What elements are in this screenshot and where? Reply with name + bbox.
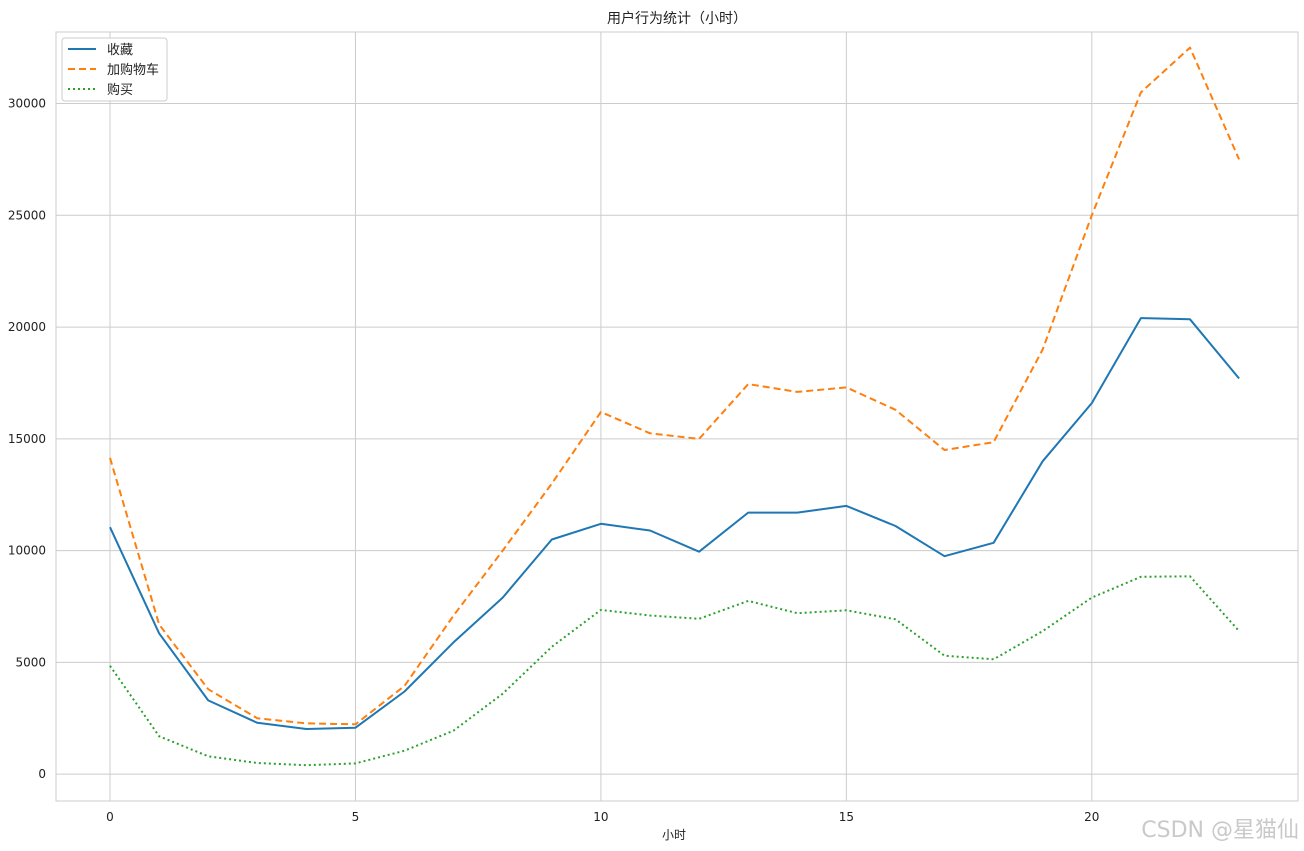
x-tick-label: 0 <box>106 810 114 824</box>
grid-lines <box>56 32 1298 801</box>
legend-box <box>61 37 168 102</box>
legend-label: 收藏 <box>107 43 133 58</box>
y-tick-label: 20000 <box>8 320 46 334</box>
y-tick-label: 0 <box>38 767 46 781</box>
y-tick-label: 15000 <box>8 432 46 446</box>
plot-frame <box>55 31 1299 802</box>
x-tick-label: 20 <box>1084 810 1099 824</box>
y-tick-label: 10000 <box>8 544 46 558</box>
legend-label: 加购物车 <box>107 62 159 78</box>
x-tick-label: 15 <box>839 810 854 824</box>
y-tick-label: 5000 <box>15 655 46 669</box>
plot-background <box>56 32 1298 801</box>
x-tick-label: 10 <box>593 810 608 824</box>
series-line-1 <box>109 46 1241 726</box>
watermark: CSDN @星猫仙 <box>1141 818 1299 843</box>
series-line-2 <box>109 575 1240 767</box>
y-tick-label: 25000 <box>8 208 46 222</box>
y-tick-labels: 0 5000 10000 15000 20000 25000 30000 <box>8 97 46 782</box>
chart-title: 用户行为统计（小时） <box>607 10 747 27</box>
series-line-0 <box>109 317 1240 730</box>
legend-label: 购买 <box>107 82 133 98</box>
x-axis-label: 小时 <box>662 828 686 842</box>
x-tick-labels: 0 5 10 15 20 <box>106 810 1099 824</box>
series-layer <box>109 46 1241 767</box>
x-tick-label: 5 <box>352 810 360 824</box>
y-tick-label: 30000 <box>8 97 46 111</box>
